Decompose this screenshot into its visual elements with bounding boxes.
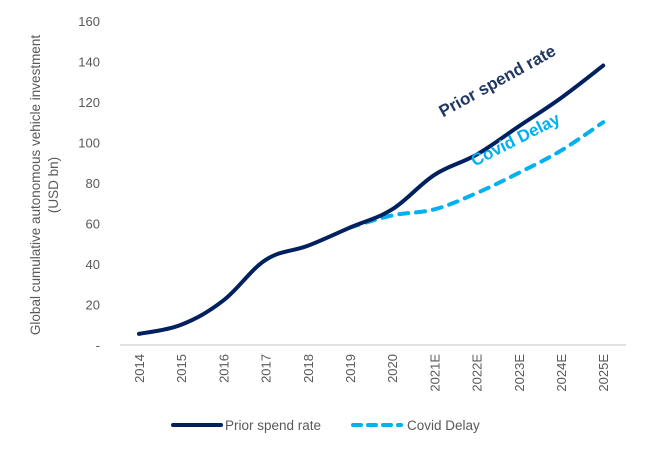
y-tick-label: 140 [78, 55, 100, 70]
x-tick-label: 2021E [427, 354, 442, 392]
x-tick-label: 2025E [596, 354, 611, 392]
y-tick-label: 20 [86, 298, 100, 313]
series-line-prior-spend-rate [137, 63, 606, 336]
legend: Prior spend rate Covid Delay [171, 418, 480, 433]
x-axis-ticks: 2014 2015 2016 2017 2018 2019 2020 2021E 2022E 20… [132, 354, 611, 392]
y-tick-label: 120 [78, 95, 100, 110]
x-tick-label: 2014 [132, 354, 147, 383]
y-tick-label: 80 [86, 176, 100, 191]
y-tick-label: - [96, 338, 100, 353]
annotation-prior-spend-rate: Prior spend rate [436, 41, 559, 121]
x-tick-label: 2016 [216, 354, 231, 383]
series-line-covid-delay [348, 120, 606, 230]
annotation-covid-delay: Covid Delay [468, 109, 564, 170]
y-tick-label: 40 [86, 257, 100, 272]
y-axis-ticks: - 20 40 60 80 100 120 140 160 [78, 14, 100, 353]
x-tick-label: 2015 [174, 354, 189, 383]
y-tick-label: 60 [86, 217, 100, 232]
legend-label-prior-spend-rate: Prior spend rate [225, 418, 321, 433]
legend-label-covid-delay: Covid Delay [407, 418, 480, 433]
x-tick-label: 2018 [301, 354, 316, 383]
y-tick-label: 100 [78, 136, 100, 151]
y-axis-title-line-1: Global cumulative autonomous vehicle inv… [28, 35, 43, 335]
x-tick-label: 2024E [554, 354, 569, 392]
series-group [137, 63, 606, 336]
y-axis-title-line-2: (USD bn) [46, 157, 61, 213]
y-axis-title: Global cumulative autonomous vehicle inv… [28, 35, 61, 335]
x-tick-label: 2020 [385, 354, 400, 383]
x-tick-label: 2023E [512, 354, 527, 392]
annotations: Prior spend rate Covid Delay [436, 41, 564, 170]
x-tick-label: 2022E [470, 354, 485, 392]
x-tick-label: 2017 [259, 354, 274, 383]
x-tick-label: 2019 [343, 354, 358, 383]
y-tick-label: 160 [78, 14, 100, 29]
